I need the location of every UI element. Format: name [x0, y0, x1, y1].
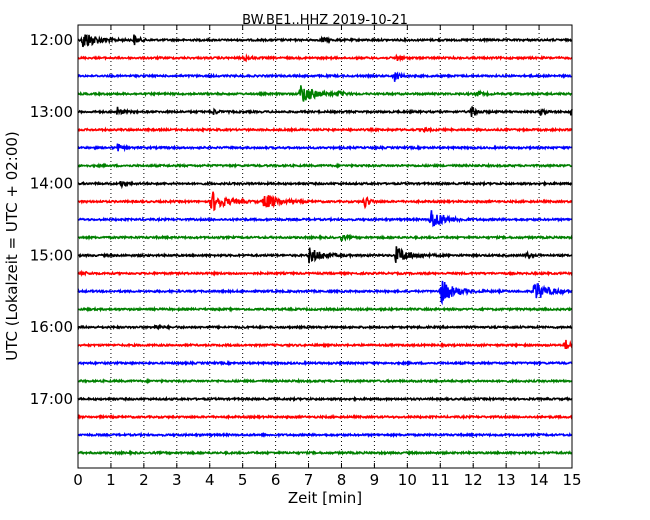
y-tick-label: 13:00: [30, 103, 73, 121]
x-tick-label: 12: [464, 471, 483, 489]
trace-line: [77, 305, 573, 313]
trace-line: [77, 233, 573, 242]
x-tick-label: 6: [271, 471, 281, 489]
trace-group: [77, 34, 573, 457]
trace-line: [77, 323, 573, 331]
x-tick-label: 10: [398, 471, 417, 489]
x-tick-label: 4: [205, 471, 215, 489]
trace-line: [77, 395, 573, 403]
y-tick-label: 15:00: [30, 246, 73, 264]
trace-line: [77, 34, 573, 48]
y-tick-label: 12:00: [30, 31, 73, 49]
trace-line: [77, 210, 573, 228]
trace-line: [77, 449, 573, 457]
y-axis-label: UTC (Lokalzeit = UTC + 02:00): [3, 131, 21, 361]
x-tick-label: 5: [238, 471, 248, 489]
trace-line: [77, 377, 573, 385]
trace-line: [77, 413, 573, 421]
trace-line: [77, 85, 573, 102]
x-tick-label: 2: [139, 471, 149, 489]
y-tick-label: 16:00: [30, 318, 73, 336]
x-tick-label: 8: [337, 471, 347, 489]
trace-line: [77, 106, 573, 117]
y-tick-label: 14:00: [30, 175, 73, 193]
x-axis-label: Zeit [min]: [288, 489, 362, 507]
plot-frame: [77, 24, 573, 469]
y-axis: 12:00 13:00 14:00 15:00 16:00 17:00: [30, 31, 572, 408]
trace-line: [77, 71, 573, 82]
trace-line: [77, 126, 573, 134]
x-tick-label: 15: [562, 471, 581, 489]
x-tick-label: 7: [304, 471, 314, 489]
trace-line: [77, 143, 573, 153]
trace-line: [77, 280, 573, 306]
x-tick-label: 3: [172, 471, 182, 489]
trace-line: [77, 339, 573, 350]
trace-line: [77, 246, 573, 264]
trace-line: [77, 359, 573, 367]
trace-line: [77, 431, 573, 439]
x-axis: 0 1 2 3 4 5 6 7 8 9 10 11 12 13 14 15: [73, 25, 582, 489]
y-tick-label: 17:00: [30, 390, 73, 408]
trace-line: [77, 191, 573, 212]
trace-line: [77, 269, 573, 278]
chart-title: BW.BE1..HHZ 2019-10-21: [242, 13, 408, 28]
trace-line: [77, 53, 573, 63]
x-tick-label: 13: [497, 471, 516, 489]
x-tick-label: 9: [370, 471, 380, 489]
x-tick-label: 14: [530, 471, 549, 489]
trace-line: [77, 162, 573, 169]
x-tick-label: 0: [73, 471, 83, 489]
trace-line: [77, 180, 573, 190]
x-tick-label: 11: [431, 471, 450, 489]
x-tick-label: 1: [106, 471, 116, 489]
